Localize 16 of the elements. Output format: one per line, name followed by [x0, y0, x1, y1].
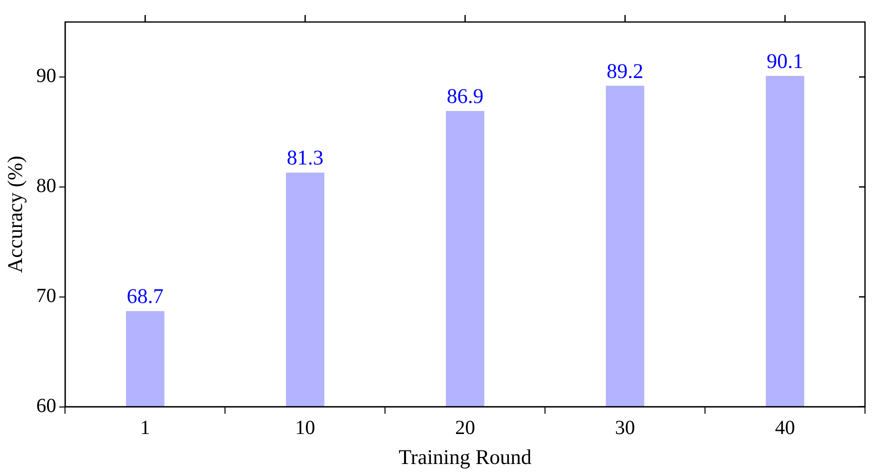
x-tick-label: 40 — [775, 417, 796, 440]
data-label: 68.7 — [126, 284, 164, 308]
x-tick-label: 10 — [295, 417, 316, 440]
data-label: 86.9 — [446, 84, 484, 108]
x-tick-label: 20 — [455, 417, 476, 440]
x-tick-label: 30 — [615, 417, 636, 440]
y-tick-label: 80 — [36, 175, 56, 198]
y-tick-label: 90 — [36, 65, 56, 88]
data-label: 89.2 — [606, 58, 644, 83]
x-axis-title: Training Round — [398, 444, 532, 469]
data-label: 81.3 — [286, 146, 324, 170]
y-axis-title: Accuracy (%) — [3, 156, 28, 273]
y-tick-label: 70 — [36, 285, 56, 308]
data-label: 90.1 — [766, 48, 804, 73]
x-tick-label: 1 — [140, 417, 150, 440]
y-tick-label: 60 — [36, 395, 56, 418]
